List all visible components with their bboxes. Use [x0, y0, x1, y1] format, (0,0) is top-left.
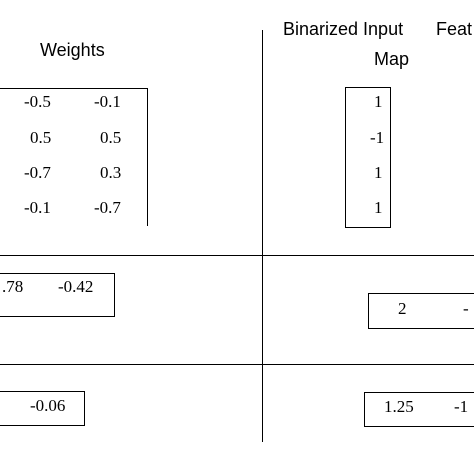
weights-matrix-bracket: [0, 88, 148, 226]
weight-cell: -0.7: [94, 198, 121, 217]
feature-heading-partial: Feat: [436, 19, 473, 39]
vertical-divider: [262, 30, 263, 442]
row2-right-value: 2: [398, 299, 407, 318]
row2-right-box: [368, 293, 474, 329]
row3-left-value: -0.06: [30, 396, 66, 415]
binarized-cell: 1: [374, 198, 383, 217]
binarized-input-box: [345, 87, 391, 228]
weight-cell: 0.5: [100, 128, 122, 147]
horizontal-divider-top: [0, 255, 474, 256]
horizontal-divider-bottom: [0, 364, 474, 365]
weight-cell: -0.5: [24, 92, 51, 111]
row3-left-box: [0, 391, 85, 426]
row2-left-value: -0.42: [58, 277, 94, 296]
row3-right-value: 1.25: [384, 397, 414, 416]
row2-left-box: [0, 273, 115, 317]
row2-right-value: -: [463, 299, 469, 318]
weight-cell: 0.3: [100, 163, 122, 182]
weights-heading: Weights: [40, 40, 105, 60]
row3-right-box: [364, 392, 474, 427]
weight-cell: -0.1: [24, 198, 51, 217]
row3-right-value: -1: [454, 397, 469, 416]
weight-cell: 0.5: [30, 128, 52, 147]
binarized-cell: 1: [374, 92, 383, 111]
binarized-heading-line2: Map: [374, 49, 410, 69]
binarized-cell: 1: [374, 163, 383, 182]
binarized-heading-line1: Binarized Input: [283, 19, 404, 39]
weight-cell: -0.7: [24, 163, 51, 182]
weight-cell: -0.1: [94, 92, 121, 111]
binarized-cell: -1: [370, 128, 385, 147]
row2-left-value: .78: [2, 277, 24, 296]
weights-matrix-top-edge: [0, 88, 148, 89]
